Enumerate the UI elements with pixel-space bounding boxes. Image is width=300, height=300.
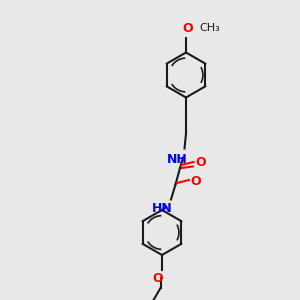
Text: O: O: [182, 22, 193, 34]
Text: O: O: [190, 175, 201, 188]
Text: NH: NH: [167, 153, 188, 166]
Text: O: O: [195, 155, 206, 169]
Text: O: O: [152, 272, 163, 284]
Text: CH₃: CH₃: [200, 23, 220, 33]
Text: HN: HN: [152, 202, 172, 215]
